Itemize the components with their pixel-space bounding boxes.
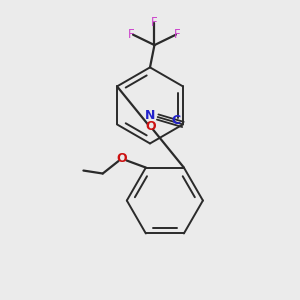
Text: N: N — [145, 109, 155, 122]
Text: O: O — [117, 152, 128, 165]
Text: C: C — [171, 114, 180, 127]
Text: F: F — [174, 28, 181, 41]
Text: F: F — [128, 28, 135, 41]
Text: O: O — [145, 121, 156, 134]
Text: F: F — [151, 16, 158, 29]
